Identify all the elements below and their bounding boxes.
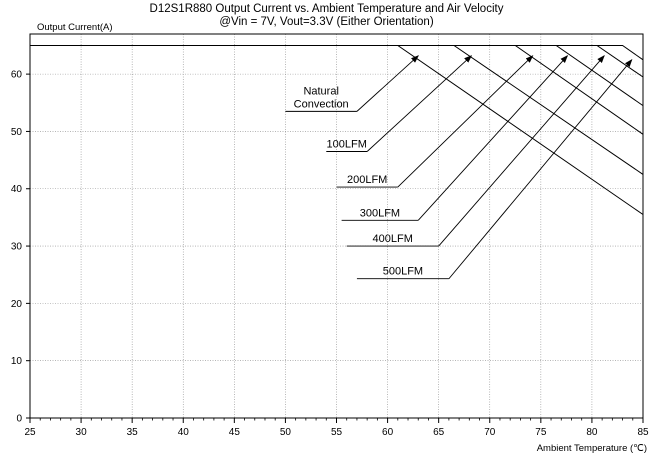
annotation-arrow: [366, 55, 473, 152]
x-tick-label: 65: [433, 427, 445, 438]
x-tick-label: 60: [382, 427, 394, 438]
y-tick-label: 30: [11, 242, 23, 253]
annotation-arrow: [438, 55, 605, 247]
chart-subtitle: @Vin = 7V, Vout=3.3V (Either Orientation…: [219, 16, 434, 28]
x-tick-label: 40: [178, 427, 190, 438]
x-tick-label: 35: [127, 427, 139, 438]
y-tick-label: 10: [11, 356, 23, 367]
x-tick-label: 55: [331, 427, 343, 438]
y-tick-label: 20: [11, 299, 23, 310]
annotation-arrow: [417, 55, 569, 221]
x-tick-label: 75: [535, 427, 547, 438]
annotation-label: 200LFM: [347, 174, 387, 186]
annotation-arrow: [397, 55, 534, 188]
x-tick-label: 70: [484, 427, 496, 438]
chart-title: D12S1R880 Output Current vs. Ambient Tem…: [149, 3, 504, 15]
y-tick-label: 40: [11, 184, 23, 195]
grid: [30, 34, 643, 418]
annotation-label: 400LFM: [373, 233, 413, 245]
annotation-label: 300LFM: [360, 207, 400, 219]
series-line: [30, 45, 644, 61]
y-tick-label: 50: [11, 127, 23, 138]
annotation-label: Natural: [303, 85, 338, 97]
x-tick-label: 85: [637, 427, 649, 438]
x-tick-label: 80: [586, 427, 598, 438]
annotation-label: Convection: [294, 98, 349, 110]
x-tick-label: 45: [229, 427, 241, 438]
x-tick-label: 25: [24, 427, 36, 438]
y-axis-label: Output Current(A): [37, 22, 113, 33]
x-tick-label: 30: [76, 427, 88, 438]
annotation-label: 500LFM: [383, 266, 423, 278]
y-tick-label: 60: [11, 70, 23, 81]
x-tick-label: 50: [280, 427, 292, 438]
y-tick-label: 0: [16, 414, 22, 425]
annotation-arrow: [448, 59, 633, 280]
axes: 25 30 35 40 45 50 55 60 65 70 75 80 85 0 10 20 30 40 50 60: [11, 33, 649, 438]
x-axis-label: Ambient Temperature (℃): [536, 443, 647, 454]
annotation-arrow: [356, 55, 419, 112]
annotation-label: 100LFM: [327, 138, 367, 150]
